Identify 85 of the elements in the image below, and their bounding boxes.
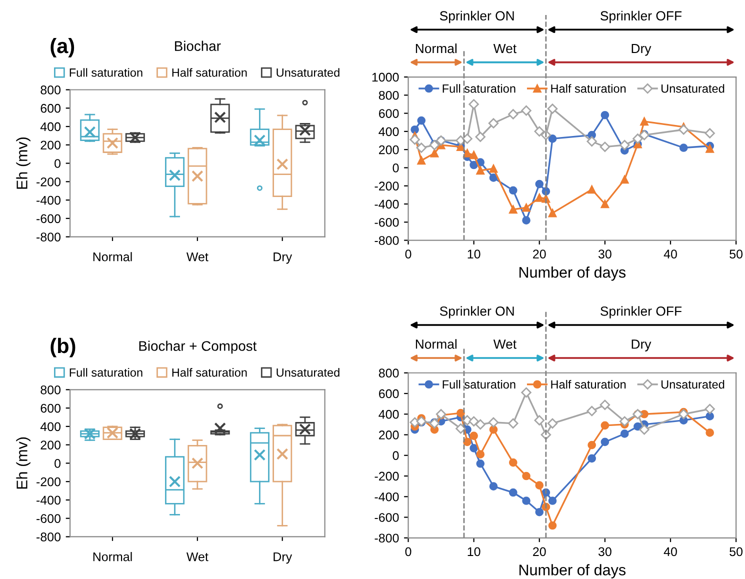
y-tick-label: -400 — [374, 492, 399, 502]
y-tick-label: 600 — [40, 404, 61, 413]
legend-label: Half saturation — [172, 68, 247, 77]
legend-label: Unsaturated — [661, 380, 724, 389]
y-tick-label: 0 — [392, 451, 399, 460]
text: (a) — [50, 38, 74, 58]
y-tick-label: 0 — [392, 164, 399, 172]
x-tick-label: 20 — [533, 547, 546, 556]
legend-label: Unsaturated — [661, 84, 724, 93]
y-tick-label: -200 — [36, 477, 61, 486]
y-tick-label: -800 — [36, 232, 61, 242]
y-tick-label: -600 — [36, 214, 61, 224]
y-tick-label: 400 — [40, 122, 61, 132]
y-tick-label: 200 — [40, 440, 61, 450]
legend-label: Unsaturated — [276, 68, 340, 77]
y-tick-label: 800 — [378, 90, 399, 100]
y-tick-label: -800 — [374, 534, 399, 543]
legend-label: Full saturation — [442, 380, 516, 389]
legend-label: Full saturation — [442, 84, 516, 93]
x-tick-label: 50 — [730, 250, 743, 258]
text: Sprinkler ON — [440, 306, 514, 318]
y-tick-label: -600 — [374, 513, 399, 522]
legend-label: Half saturation — [172, 368, 247, 377]
x-tick-label: 30 — [598, 547, 612, 556]
x-tick-label: 0 — [405, 250, 412, 258]
y-tick-label: -400 — [36, 196, 61, 205]
text: Sprinkler OFF — [600, 10, 682, 24]
y-axis-title: Eh (mv) — [16, 437, 30, 489]
y-tick-label: 600 — [379, 389, 399, 398]
x-tick-label: Wet — [186, 252, 208, 262]
x-tick-label: 30 — [598, 250, 612, 258]
text: Normal — [416, 43, 456, 54]
text: Normal — [416, 339, 456, 349]
x-axis-title: Number of days — [519, 266, 626, 281]
x-tick-label: 10 — [468, 250, 480, 258]
x-axis-title: Number of days — [519, 564, 626, 578]
x-tick-label: 40 — [664, 250, 677, 258]
text: Sprinkler ON — [440, 10, 514, 24]
y-tick-label: -800 — [36, 532, 61, 542]
y-tick-label: -400 — [374, 200, 399, 209]
y-tick-label: 400 — [378, 127, 399, 136]
y-tick-label: -200 — [374, 472, 399, 481]
legend-label: Unsaturated — [276, 368, 340, 377]
legend-label: Half saturation — [551, 380, 626, 389]
y-tick-label: 200 — [379, 145, 399, 154]
x-tick-label: Wet — [186, 552, 208, 562]
text: Dry — [632, 340, 652, 352]
y-tick-label: -600 — [374, 218, 399, 227]
y-tick-label: -800 — [374, 236, 399, 245]
y-tick-label: 0 — [54, 159, 61, 168]
y-tick-label: 0 — [54, 459, 61, 468]
y-tick-label: 400 — [40, 422, 61, 432]
x-tick-label: Dry — [274, 252, 292, 264]
text: Sprinkler OFF — [600, 306, 682, 318]
y-tick-label: -200 — [36, 177, 61, 186]
y-tick-label: 800 — [40, 86, 61, 94]
y-tick-label: -400 — [36, 496, 61, 505]
text: Dry — [632, 44, 652, 56]
y-tick-label: -600 — [36, 514, 61, 523]
x-tick-label: 40 — [664, 547, 677, 556]
y-axis-title: Eh (mv) — [16, 137, 30, 189]
y-tick-label: -200 — [374, 182, 399, 191]
y-tick-label: 200 — [40, 140, 61, 150]
y-tick-label: 600 — [379, 109, 399, 118]
text: Wet — [493, 340, 516, 349]
x-tick-label: 50 — [730, 547, 743, 556]
x-tick-label: Normal — [93, 552, 132, 562]
chart-title: Biochar — [175, 40, 221, 51]
chart-title: Biochar + Compost — [139, 340, 257, 354]
y-tick-label: 800 — [40, 385, 61, 394]
y-tick-label: 200 — [379, 430, 399, 440]
legend-label: Full saturation — [70, 68, 142, 77]
y-tick-label: 400 — [378, 410, 399, 419]
legend-label: Full saturation — [70, 368, 142, 377]
x-tick-label: 10 — [468, 547, 480, 556]
y-tick-label: 800 — [378, 368, 399, 378]
y-tick-label: 600 — [40, 104, 61, 113]
text: (b) — [50, 338, 76, 358]
x-tick-label: Dry — [274, 552, 292, 564]
y-tick-label: 1000 — [372, 72, 399, 82]
x-tick-label: 0 — [405, 547, 412, 556]
x-tick-label: 20 — [533, 250, 546, 258]
x-tick-label: Normal — [93, 252, 132, 262]
legend-label: Half saturation — [551, 84, 626, 93]
text: Wet — [493, 44, 516, 54]
